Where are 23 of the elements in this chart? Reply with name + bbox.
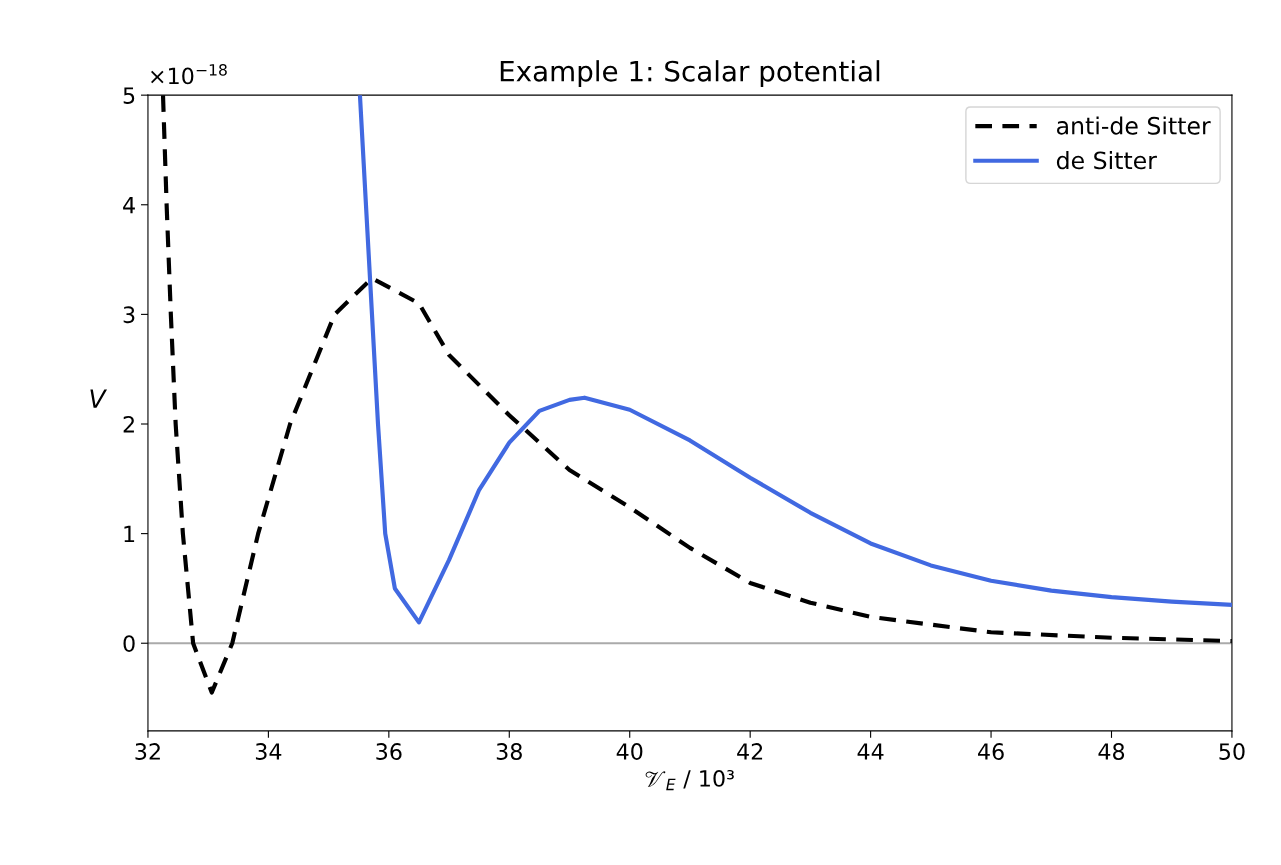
x-tick-label: 46 [978, 743, 1004, 760]
y-tick-label: 4 [123, 197, 135, 214]
legend-label: de Sitter [1056, 151, 1157, 170]
y-tick-label: 5 [123, 87, 135, 104]
x-tick-label: 48 [1098, 743, 1125, 760]
y-tick-label: 3 [123, 306, 135, 324]
line-series [357, 95, 1232, 625]
y-tick-label: 2 [123, 415, 134, 433]
x-tick-label: 38 [496, 743, 522, 760]
x-tick-label: 34 [255, 743, 282, 760]
text: ×10$^{−18}$ [151, 63, 227, 85]
x-tick-label: 32 [135, 743, 160, 760]
y-tick-label: 1 [124, 525, 135, 543]
x-tick-label: 42 [737, 743, 763, 760]
x-tick-label: 36 [376, 743, 402, 760]
legend-label: anti-de Sitter [1057, 116, 1211, 135]
y-tick-label: 0 [123, 635, 135, 652]
chart-title: Example 1: Scalar potential [500, 60, 880, 88]
x-tick-label: 40 [616, 743, 643, 760]
x-tick-label: 44 [857, 743, 884, 760]
x-tick-label: 50 [1219, 743, 1245, 760]
x-axis-title: 𝒱$_{E}$ / 10³ [645, 770, 734, 791]
y-axis-title: V [90, 389, 108, 408]
